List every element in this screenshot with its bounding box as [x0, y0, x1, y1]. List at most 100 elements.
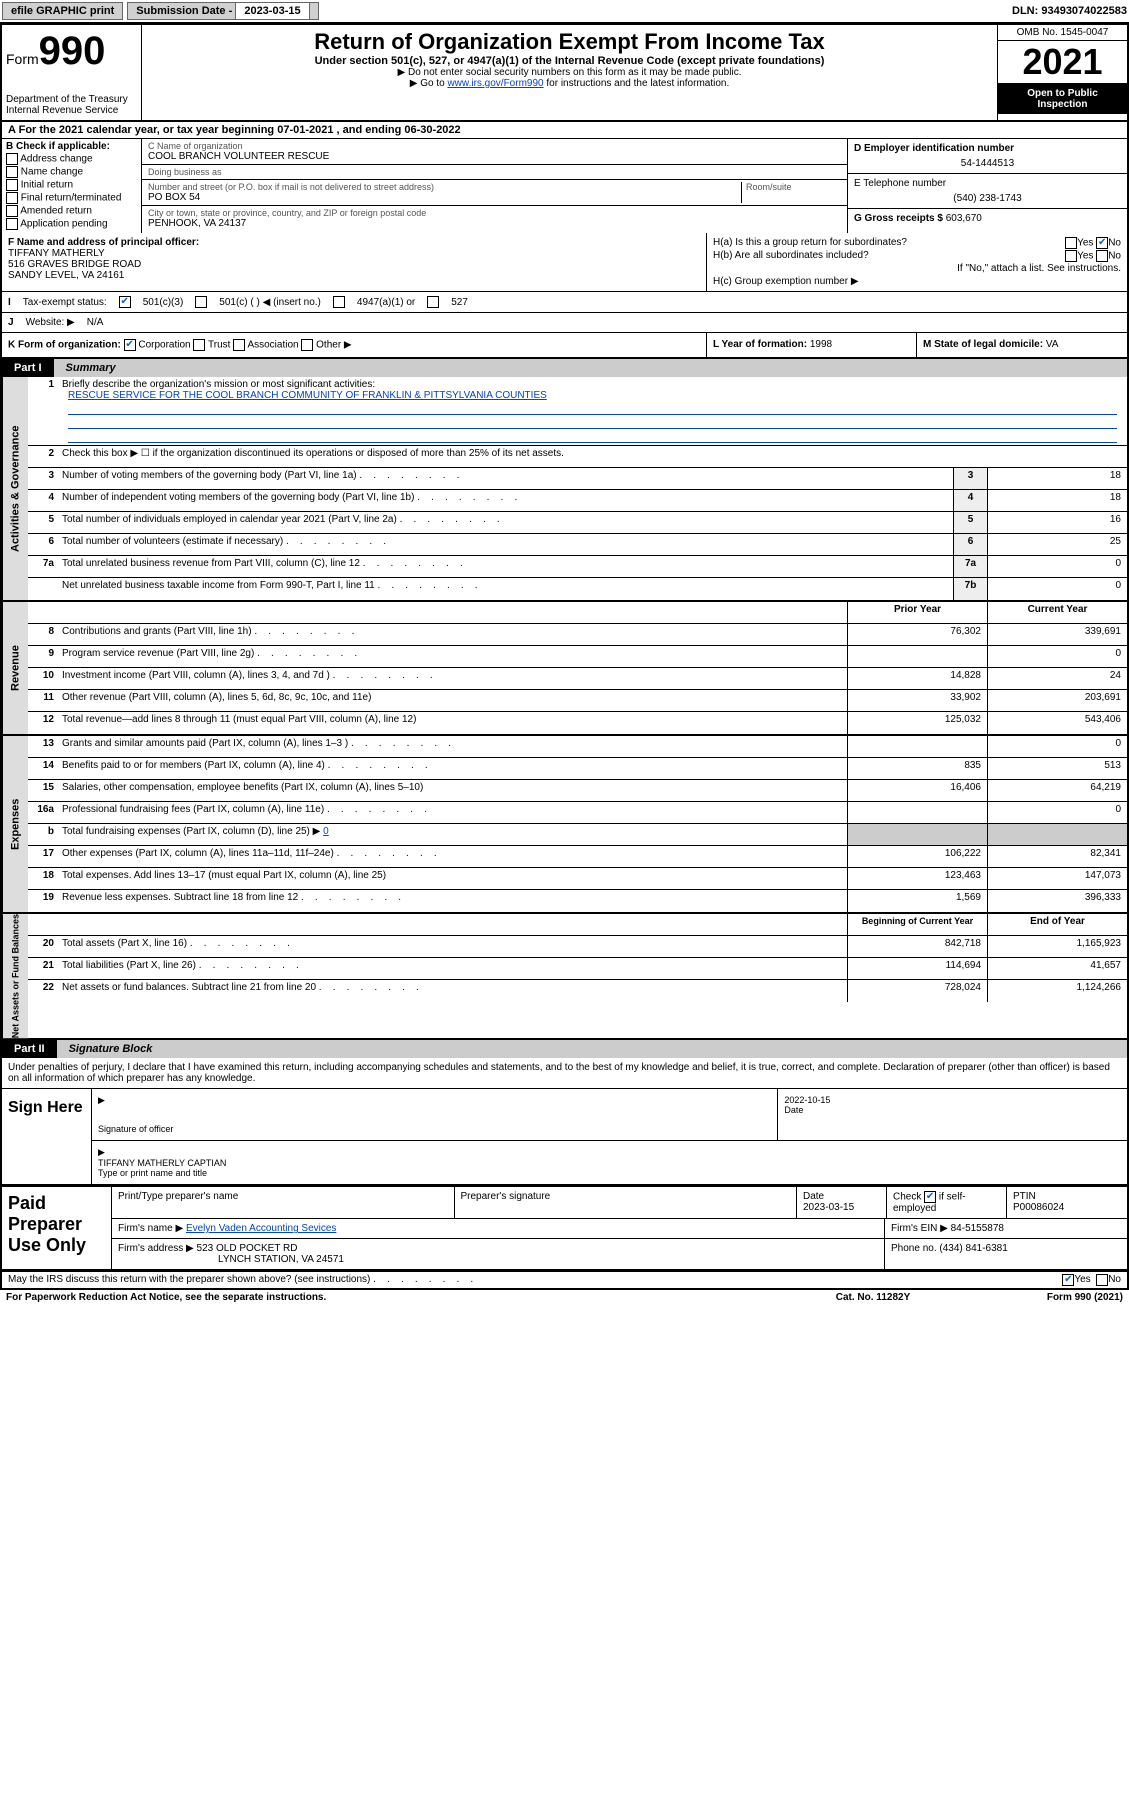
cb-self-employed[interactable] [924, 1191, 936, 1203]
hb-note: If "No," attach a list. See instructions… [713, 263, 1121, 274]
section-k-form-org: K Form of organization: Corporation Trus… [2, 333, 707, 357]
cb-application-pending[interactable]: Application pending [6, 218, 137, 230]
ha-label: H(a) Is this a group return for subordin… [713, 237, 907, 248]
cb-address-change[interactable]: Address change [6, 153, 137, 165]
line13-label: Grants and similar amounts paid (Part IX… [58, 736, 847, 757]
line19-current: 396,333 [987, 890, 1127, 912]
line10-current: 24 [987, 668, 1127, 689]
cb-initial-return[interactable]: Initial return [6, 179, 137, 191]
f-label: F Name and address of principal officer: [8, 237, 700, 248]
line7a-label: Total unrelated business revenue from Pa… [58, 556, 953, 577]
perjury-statement: Under penalties of perjury, I declare th… [2, 1058, 1127, 1089]
line14-current: 513 [987, 758, 1127, 779]
firm-addr2: LYNCH STATION, VA 24571 [218, 1254, 344, 1265]
line22-begin: 728,024 [847, 980, 987, 1002]
efile-print-button[interactable]: efile GRAPHIC print [2, 2, 123, 20]
line10-prior: 14,828 [847, 668, 987, 689]
ein-value: 54-1444513 [854, 158, 1121, 169]
inspect-line1: Open to Public [1002, 88, 1123, 99]
c-name-label: C Name of organization [148, 141, 841, 151]
cb-amended-return[interactable]: Amended return [6, 205, 137, 217]
side-label-expenses: Expenses [2, 736, 28, 912]
part1-num: Part I [2, 359, 54, 377]
line7a-box: 7a [953, 556, 987, 577]
submission-date-value: 2023-03-15 [235, 2, 309, 20]
firm-phone-value: (434) 841-6381 [939, 1243, 1007, 1254]
section-l-year: L Year of formation: 1998 [707, 333, 917, 357]
form-subtitle: Under section 501(c), 527, or 4947(a)(1)… [150, 55, 989, 67]
prep-date-header: Date [803, 1191, 880, 1202]
line9-current: 0 [987, 646, 1127, 667]
cb-501c[interactable] [195, 296, 207, 308]
officer-sig-label: Signature of officer [98, 1124, 771, 1134]
tax-year: 2021 [998, 41, 1127, 84]
line5-label: Total number of individuals employed in … [58, 512, 953, 533]
officer-name-label: Type or print name and title [98, 1168, 1121, 1178]
state-domicile: VA [1046, 339, 1059, 350]
hb-yes[interactable] [1065, 250, 1077, 262]
cb-other[interactable] [301, 339, 313, 351]
line17-prior: 106,222 [847, 846, 987, 867]
i-label: Tax-exempt status: [23, 297, 107, 308]
firm-name-link[interactable]: Evelyn Vaden Accounting Sevices [186, 1223, 336, 1234]
line6-box: 6 [953, 534, 987, 555]
line4-box: 4 [953, 490, 987, 511]
prep-selfemp: Check if self-employed [887, 1187, 1007, 1218]
discuss-no[interactable] [1096, 1274, 1108, 1286]
line3-label: Number of voting members of the governin… [58, 468, 953, 489]
line6-value: 25 [987, 534, 1127, 555]
inspect-line2: Inspection [1002, 99, 1123, 110]
dept-treasury: Department of the Treasury [6, 94, 137, 105]
cb-final-return[interactable]: Final return/terminated [6, 192, 137, 204]
line20-label: Total assets (Part X, line 16) [58, 936, 847, 957]
form-number: 990 [39, 29, 106, 73]
ha-yes[interactable] [1065, 237, 1077, 249]
line19-prior: 1,569 [847, 890, 987, 912]
cb-501c3[interactable] [119, 296, 131, 308]
discuss-label: May the IRS discuss this return with the… [8, 1274, 1062, 1286]
header-left: Form990 Department of the Treasury Inter… [2, 25, 142, 120]
cb-527[interactable] [427, 296, 439, 308]
line17-current: 82,341 [987, 846, 1127, 867]
line11-current: 203,691 [987, 690, 1127, 711]
officer-name: TIFFANY MATHERLY [8, 248, 700, 259]
goto-prefix: ▶ Go to [410, 78, 448, 89]
line19-label: Revenue less expenses. Subtract line 18 … [58, 890, 847, 912]
submission-date-label: Submission Date - 2023-03-15 [127, 2, 318, 20]
ssn-warning: ▶ Do not enter social security numbers o… [150, 67, 989, 78]
c-room-label: Room/suite [746, 182, 841, 192]
line7b-box: 7b [953, 578, 987, 600]
c-city-label: City or town, state or province, country… [148, 208, 841, 218]
line16b-value-link[interactable]: 0 [323, 826, 329, 837]
line20-begin: 842,718 [847, 936, 987, 957]
org-name: COOL BRANCH VOLUNTEER RESCUE [148, 151, 841, 162]
firm-name-label: Firm's name ▶ [118, 1223, 183, 1234]
discuss-row: May the IRS discuss this return with the… [0, 1271, 1129, 1290]
g-label: G Gross receipts $ [854, 213, 943, 224]
net-assets-block: Net Assets or Fund Balances Beginning of… [0, 914, 1129, 1040]
line4-label: Number of independent voting members of … [58, 490, 953, 511]
k-label: K Form of organization: [8, 340, 121, 351]
line21-begin: 114,694 [847, 958, 987, 979]
discuss-yes[interactable] [1062, 1274, 1074, 1286]
line18-prior: 123,463 [847, 868, 987, 889]
line12-label: Total revenue—add lines 8 through 11 (mu… [58, 712, 847, 734]
cb-name-change[interactable]: Name change [6, 166, 137, 178]
ha-no[interactable] [1096, 237, 1108, 249]
line16a-label: Professional fundraising fees (Part IX, … [58, 802, 847, 823]
prep-date-value: 2023-03-15 [803, 1202, 880, 1213]
cb-association[interactable] [233, 339, 245, 351]
cb-4947[interactable] [333, 296, 345, 308]
j-label: Website: ▶ [26, 317, 75, 328]
form990-link[interactable]: www.irs.gov/Form990 [447, 78, 543, 89]
hc-label: H(c) Group exemption number ▶ [713, 276, 1121, 287]
cb-trust[interactable] [193, 339, 205, 351]
website-value: N/A [87, 317, 104, 328]
section-i-status: I Tax-exempt status: 501(c)(3) 501(c) ( … [0, 292, 1129, 313]
line16b-current-shade [987, 824, 1127, 845]
cb-corporation[interactable] [124, 339, 136, 351]
line11-label: Other revenue (Part VIII, column (A), li… [58, 690, 847, 711]
hb-no[interactable] [1096, 250, 1108, 262]
line9-prior [847, 646, 987, 667]
header-right: OMB No. 1545-0047 2021 Open to Public In… [997, 25, 1127, 120]
